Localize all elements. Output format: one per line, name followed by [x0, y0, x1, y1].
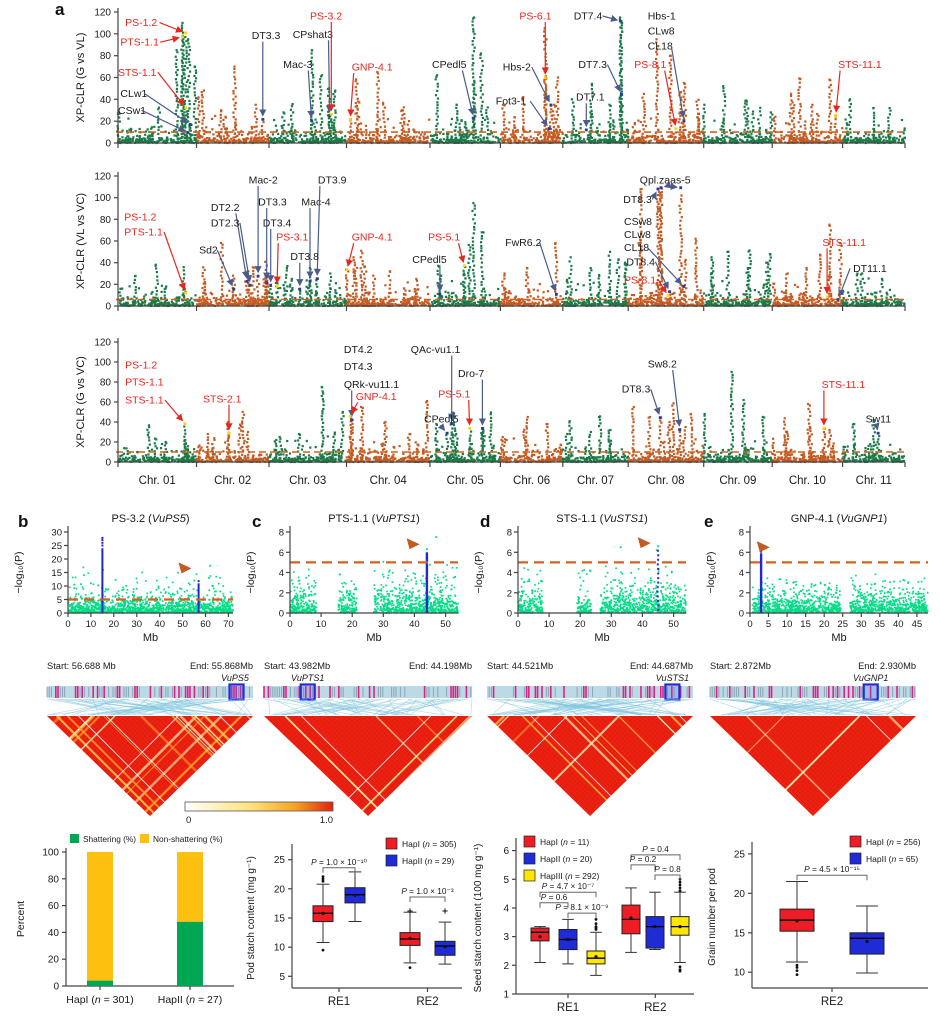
svg-text:PS-1.2: PS-1.2 — [125, 17, 157, 29]
svg-text:DT7.1: DT7.1 — [576, 92, 605, 104]
svg-text:STS-1.1: STS-1.1 — [118, 67, 157, 79]
panel-label-a: a — [55, 0, 65, 19]
xpclr-plot-g-vs-vl: 0 20 40 60 80 100 120 XP-CLR (G vs VL) PS-1.2 PTS… — [75, 8, 906, 150]
panel-label-e: e — [704, 512, 714, 531]
svg-text:0: 0 — [105, 139, 111, 150]
svg-text:CSw1: CSw1 — [118, 105, 146, 117]
svg-text:80: 80 — [100, 51, 112, 62]
svg-text:120: 120 — [94, 8, 111, 19]
svg-text:Hbs-1: Hbs-1 — [648, 11, 676, 23]
svg-text:Hbs-2: Hbs-2 — [503, 62, 531, 74]
svg-text:DT3.3: DT3.3 — [252, 30, 281, 42]
svg-text:20: 20 — [100, 117, 112, 128]
svg-text:Mac-3: Mac-3 — [283, 59, 312, 71]
svg-text:CLw1: CLw1 — [120, 88, 147, 100]
svg-text:CLw8: CLw8 — [648, 26, 675, 38]
svg-text:PS-8.1: PS-8.1 — [634, 59, 666, 71]
panel-label-c: c — [252, 512, 262, 531]
svg-text:CPshat3: CPshat3 — [293, 29, 333, 41]
svg-text:PTS-1.1: PTS-1.1 — [120, 37, 159, 49]
svg-text:40: 40 — [100, 95, 112, 106]
svg-text:XP-CLR (G vs VL): XP-CLR (G vs VL) — [75, 33, 87, 123]
ld-colorbar: 0 1.0 — [184, 801, 334, 826]
panel-label-d: d — [480, 512, 491, 531]
svg-text:100: 100 — [94, 29, 111, 40]
svg-text:CL18: CL18 — [648, 41, 673, 53]
svg-text:60: 60 — [100, 73, 112, 84]
svg-text:STS-11.1: STS-11.1 — [838, 59, 882, 71]
svg-text:Fot3-1: Fot3-1 — [496, 96, 527, 108]
svg-text:GNP-4.1: GNP-4.1 — [352, 62, 393, 74]
svg-text:DT7.4: DT7.4 — [574, 11, 603, 23]
svg-text:PS-3.2: PS-3.2 — [310, 11, 342, 23]
panel-label-b: b — [18, 512, 29, 531]
svg-text:DT7.3: DT7.3 — [578, 59, 607, 71]
svg-text:PS-6.1: PS-6.1 — [519, 11, 551, 23]
svg-text:CPedl5: CPedl5 — [432, 59, 467, 71]
